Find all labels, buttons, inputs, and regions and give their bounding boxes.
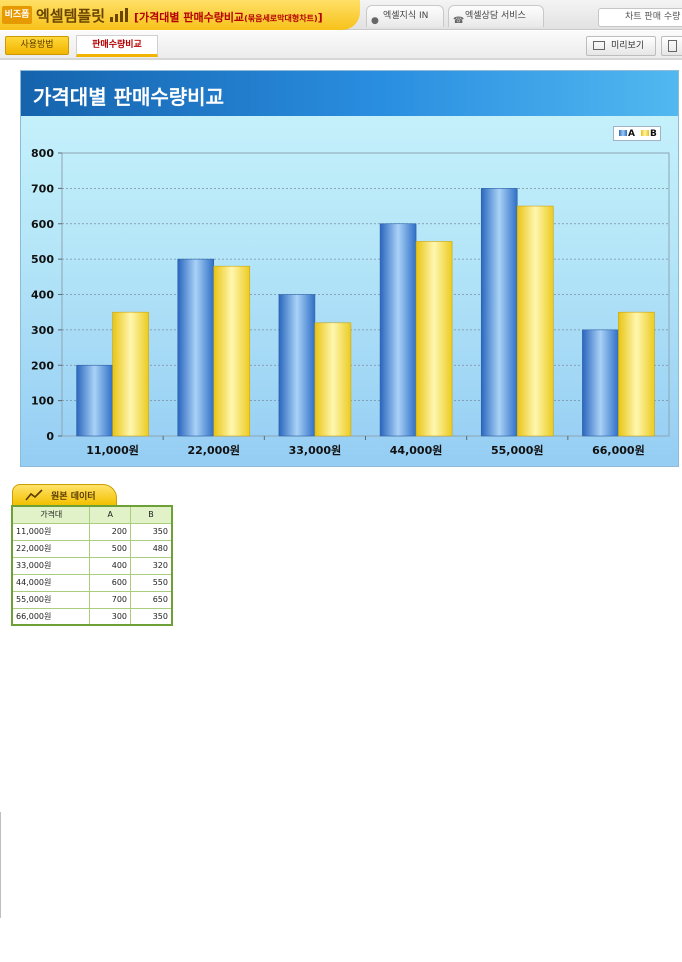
top-banner: 비즈폼 엑셀템플릿 [가격대별 판매수량비교(묶음세로막대형차트)] ● 엑셀지… bbox=[0, 0, 682, 30]
table-cell-a[interactable]: 700 bbox=[89, 590, 132, 609]
preview-button-label: 미리보기 bbox=[611, 41, 645, 51]
table-cell-a[interactable]: 600 bbox=[89, 573, 132, 592]
tab-excel-consult[interactable]: ☎ 엑셀상담 서비스 bbox=[448, 5, 544, 27]
column-header-price: 가격대 bbox=[11, 505, 91, 524]
legend-label-a: A bbox=[628, 129, 635, 139]
y-tick-label: 100 bbox=[31, 395, 54, 408]
table-cell-price[interactable]: 55,000원 bbox=[11, 590, 91, 609]
save-button[interactable] bbox=[661, 36, 682, 56]
y-tick-label: 700 bbox=[31, 182, 54, 195]
bar-b bbox=[112, 311, 149, 437]
chart-plot: 0 100 200 300 400 500 600 700 800 11,000원 22,000원 3… bbox=[31, 147, 670, 457]
document-title-sub: (묶음세로막대형차트) bbox=[244, 14, 318, 23]
table-row: 33,000원 400 320 bbox=[11, 556, 173, 575]
bar-b bbox=[618, 311, 655, 437]
table-cell-price[interactable]: 22,000원 bbox=[11, 539, 91, 558]
table-cell-a[interactable]: 200 bbox=[89, 522, 132, 541]
table-row: 11,000원 200 350 bbox=[11, 522, 173, 541]
chart-panel: 가격대별 판매수량비교 A B 0 100 200 300 400 500 60 bbox=[20, 70, 679, 467]
bar-b bbox=[516, 205, 554, 437]
source-data-tab[interactable]: 원본 데이터 bbox=[12, 484, 117, 505]
bar-a bbox=[480, 188, 518, 437]
table-cell-price[interactable]: 33,000원 bbox=[11, 556, 91, 575]
column-header-b: B bbox=[130, 505, 173, 524]
bar-a bbox=[379, 223, 417, 437]
y-tick-label: 600 bbox=[31, 218, 54, 231]
legend-swatch-b bbox=[641, 130, 649, 136]
table-cell-b[interactable]: 480 bbox=[130, 539, 173, 558]
y-tick-label: 400 bbox=[31, 289, 54, 302]
y-tick-label: 500 bbox=[31, 253, 54, 266]
bar-a bbox=[278, 294, 316, 437]
divider bbox=[0, 812, 1, 918]
table-cell-b[interactable]: 320 bbox=[130, 556, 173, 575]
bar-a bbox=[76, 364, 113, 437]
x-tick-label: 11,000원 bbox=[86, 443, 139, 457]
bar-chart-icon bbox=[110, 8, 128, 22]
table-cell-price[interactable]: 66,000원 bbox=[11, 607, 91, 626]
search-input[interactable]: 차트 판매 수량 bbox=[598, 8, 682, 27]
table-cell-price[interactable]: 11,000원 bbox=[11, 522, 91, 541]
column-header-a: A bbox=[89, 505, 132, 524]
tab-sales-compare[interactable]: 판매수량비교 bbox=[76, 35, 158, 57]
tab-excel-knowledge[interactable]: ● 엑셀지식 IN bbox=[366, 5, 444, 27]
x-tick-label: 66,000원 bbox=[592, 443, 645, 457]
bar-b bbox=[314, 322, 352, 437]
table-row: 44,000원 600 550 bbox=[11, 573, 173, 592]
table-cell-price[interactable]: 44,000원 bbox=[11, 573, 91, 592]
document-icon bbox=[668, 40, 677, 52]
table-cell-a[interactable]: 500 bbox=[89, 539, 132, 558]
document-title-main: [가격대별 판매수량비교 bbox=[134, 11, 245, 24]
y-tick-label: 0 bbox=[46, 430, 54, 443]
table-cell-b[interactable]: 650 bbox=[130, 590, 173, 609]
chart-title: 가격대별 판매수량비교 bbox=[33, 85, 224, 109]
bar-a bbox=[582, 329, 619, 437]
table-cell-b[interactable]: 350 bbox=[130, 522, 173, 541]
plot-area bbox=[61, 152, 670, 437]
table-row: 66,000원 300 350 bbox=[11, 607, 173, 626]
chart-header: 가격대별 판매수량비교 bbox=[21, 71, 678, 116]
brand-tag: 비즈폼 bbox=[2, 6, 32, 24]
line-chart-icon bbox=[25, 489, 43, 501]
y-tick-label: 200 bbox=[31, 359, 54, 372]
legend-label-b: B bbox=[650, 129, 657, 139]
bar-a bbox=[177, 258, 215, 437]
bar-b bbox=[415, 241, 453, 437]
brand-name: 엑셀템플릿 bbox=[36, 7, 106, 25]
table-row: 22,000원 500 480 bbox=[11, 539, 173, 558]
sub-toolbar: 사용방법 판매수량비교 미리보기 bbox=[0, 31, 682, 60]
x-tick-label: 44,000원 bbox=[390, 443, 443, 457]
table-cell-b[interactable]: 350 bbox=[130, 607, 173, 626]
x-tick-label: 22,000원 bbox=[187, 443, 240, 457]
phone-icon: ☎ bbox=[453, 16, 465, 26]
tab-excel-knowledge-label: 엑셀지식 IN bbox=[383, 11, 429, 21]
brand-area[interactable]: 비즈폼 엑셀템플릿 [가격대별 판매수량비교(묶음세로막대형차트)] bbox=[0, 0, 360, 30]
preview-button[interactable]: 미리보기 bbox=[586, 36, 656, 56]
bar-b bbox=[213, 265, 251, 437]
legend-swatch-a bbox=[619, 130, 627, 136]
table-cell-b[interactable]: 550 bbox=[130, 573, 173, 592]
usage-button[interactable]: 사용방법 bbox=[5, 36, 69, 55]
tab-excel-consult-label: 엑셀상담 서비스 bbox=[465, 11, 526, 21]
table-row: 55,000원 700 650 bbox=[11, 590, 173, 609]
y-tick-label: 800 bbox=[31, 147, 54, 160]
source-data-table: 가격대 A B 11,000원 200 350 22,000원 500 480 33,000… bbox=[11, 505, 173, 626]
document-title: [가격대별 판매수량비교(묶음세로막대형차트)] bbox=[134, 9, 323, 25]
y-tick-label: 300 bbox=[31, 324, 54, 337]
x-tick-label: 33,000원 bbox=[289, 443, 342, 457]
chart-legend: A B bbox=[613, 126, 661, 141]
table-header-row: 가격대 A B bbox=[11, 505, 173, 524]
table-cell-a[interactable]: 400 bbox=[89, 556, 132, 575]
document-title-end: ] bbox=[317, 11, 323, 24]
table-cell-a[interactable]: 300 bbox=[89, 607, 132, 626]
monitor-icon bbox=[593, 41, 605, 50]
x-tick-label: 55,000원 bbox=[491, 443, 544, 457]
location-pin-icon: ● bbox=[371, 16, 379, 26]
source-data-tab-label: 원본 데이터 bbox=[51, 492, 96, 502]
